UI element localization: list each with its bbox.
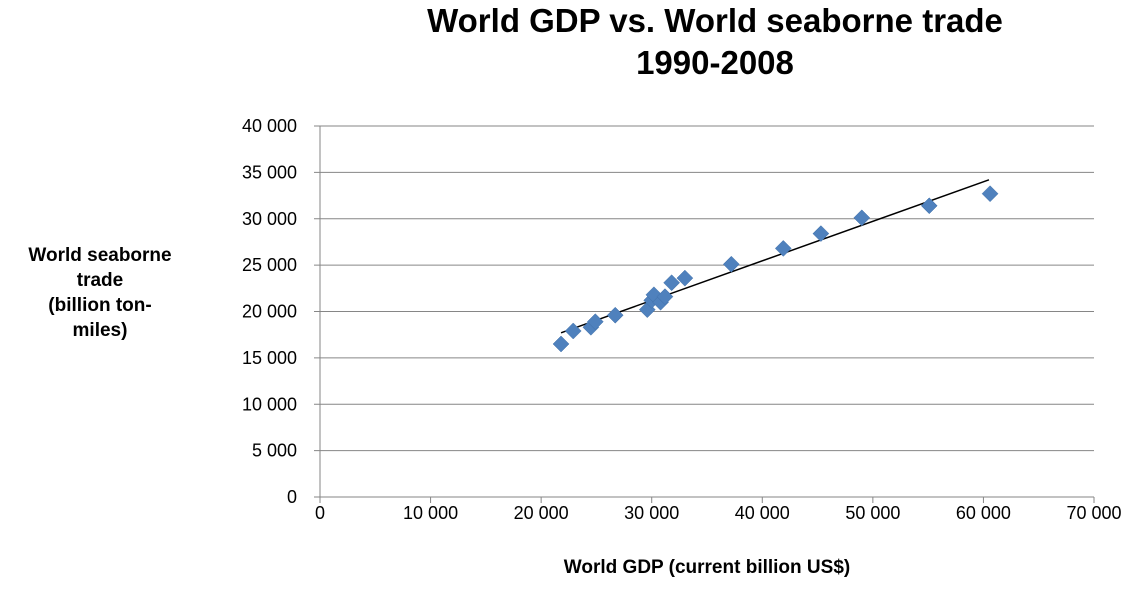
axes: [314, 125, 1095, 503]
y-axis-label-line-2: trade: [76, 270, 124, 291]
x-tick-label: 10 000: [403, 503, 458, 523]
x-tick-label: 70 000: [1066, 503, 1121, 523]
x-tick-label: 30 000: [624, 503, 679, 523]
chart-title-line-1: World GDP vs. World seaborne trade: [427, 2, 1003, 39]
data-point: [981, 185, 999, 203]
y-tick-label: 25 000: [242, 255, 297, 275]
data-point: [722, 255, 740, 273]
x-tick-label: 0: [315, 503, 325, 523]
y-tick-label: 35 000: [242, 162, 297, 182]
y-axis-label: World seaborne trade (billion ton- miles…: [0, 243, 200, 343]
y-axis-label-line-4: miles): [72, 320, 128, 341]
x-tick-label: 20 000: [514, 503, 569, 523]
x-tick-label: 40 000: [735, 503, 790, 523]
trendline: [560, 179, 990, 334]
y-tick-label: 0: [287, 487, 297, 507]
data-point: [656, 288, 674, 306]
y-tick-label: 10 000: [242, 394, 297, 414]
data-point: [564, 322, 582, 340]
chart-title-line-2: 1990-2008: [636, 44, 794, 81]
data-point: [606, 306, 624, 324]
y-axis-label-line-1: World seaborne: [28, 245, 172, 266]
x-axis-label: World GDP (current billion US$): [563, 557, 851, 578]
y-axis-label-line-3: (billion ton-: [48, 295, 152, 316]
trendline-group: [560, 179, 990, 334]
data-point: [586, 313, 604, 331]
data-point: [663, 274, 680, 292]
chart-title: World GDP vs. World seaborne trade 1990-…: [300, 0, 1130, 84]
y-tick-label: 15 000: [242, 348, 297, 368]
y-tick-label: 20 000: [242, 302, 297, 322]
x-tick-labels: 0 10 000 20 000 30 000 40 000 50 000 60 000 70 …: [315, 503, 1122, 523]
y-tick-label: 5 000: [252, 441, 297, 461]
y-tick-labels: 0 5 000 10 000 15 000 20 000 25 000 30 000 35 0…: [242, 116, 297, 507]
y-tick-label: 40 000: [242, 116, 297, 136]
data-point: [853, 209, 871, 227]
data-point: [920, 197, 938, 215]
gridlines: [320, 125, 1094, 452]
data-points: [552, 185, 999, 353]
data-point: [774, 240, 792, 257]
x-tick-label: 60 000: [956, 503, 1011, 523]
y-tick-label: 30 000: [242, 209, 297, 229]
data-point: [676, 269, 694, 287]
data-point: [552, 335, 570, 353]
data-point: [812, 225, 830, 242]
x-tick-label: 50 000: [845, 503, 900, 523]
